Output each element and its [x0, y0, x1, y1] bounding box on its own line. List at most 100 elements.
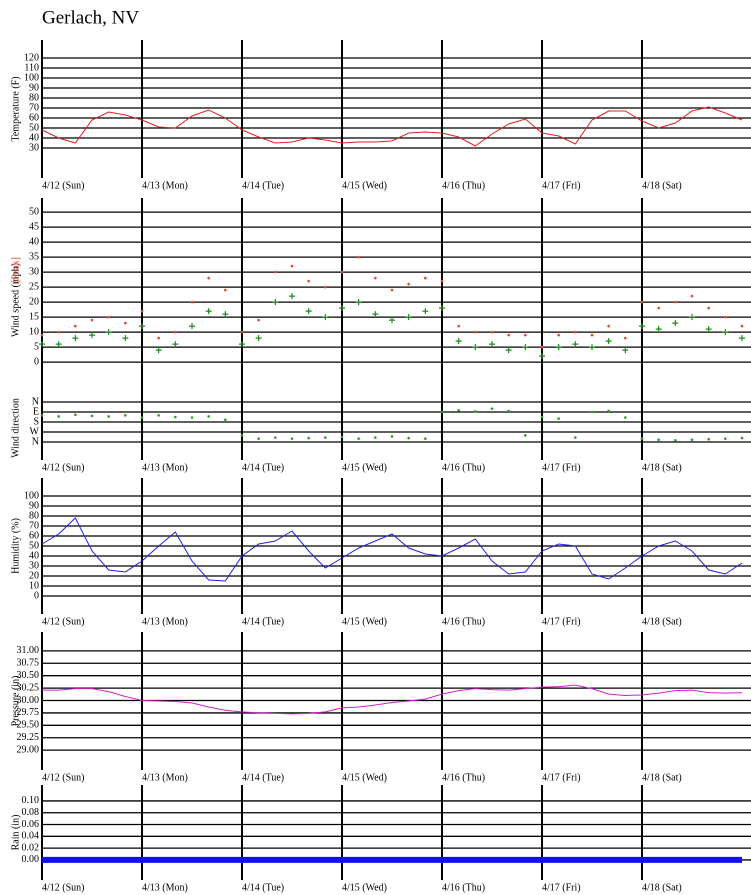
y-tick-label: 50	[29, 540, 39, 551]
point	[372, 311, 379, 318]
y-tick-label: N	[32, 396, 39, 407]
point	[590, 333, 594, 337]
point	[524, 333, 527, 337]
y-tick-label: 30.50	[17, 670, 40, 681]
point	[739, 335, 745, 342]
x-tick-label: 4/18 (Sat)	[642, 616, 682, 627]
y-axis-label: Temperature (F)	[10, 76, 21, 141]
y-tick-label: S	[33, 416, 39, 427]
point	[72, 335, 79, 342]
y-tick-label: 31.00	[17, 645, 40, 656]
point	[190, 416, 194, 419]
series-line	[42, 684, 743, 715]
y-tick-label: 70	[29, 102, 39, 113]
point	[240, 434, 244, 437]
point	[457, 409, 460, 412]
point	[640, 437, 644, 440]
point	[140, 416, 144, 419]
point	[555, 344, 562, 351]
x-tick-label: 4/18 (Sat)	[642, 462, 682, 473]
point	[290, 437, 294, 440]
x-tick-label: 4/13 (Mon)	[142, 772, 188, 783]
y-tick-label: 30.00	[17, 695, 40, 706]
x-tick-label: 4/14 (Tue)	[242, 772, 284, 783]
point	[474, 330, 477, 334]
point	[157, 414, 160, 417]
y-tick-label: 120	[24, 52, 39, 63]
point	[690, 294, 694, 298]
point	[207, 415, 210, 418]
point	[324, 436, 327, 439]
point	[255, 335, 262, 342]
point	[457, 324, 460, 328]
y-tick-label: 70	[29, 520, 39, 531]
x-tick-label: 4/12 (Sun)	[42, 616, 85, 627]
point	[474, 410, 477, 413]
point	[607, 324, 610, 328]
point	[407, 282, 410, 286]
x-tick-label: 4/12 (Sun)	[42, 180, 85, 191]
y-tick-label: 0.08	[22, 807, 40, 818]
point	[539, 353, 545, 360]
y-tick-label: 35	[29, 251, 39, 262]
point	[174, 330, 177, 334]
point	[672, 320, 679, 327]
x-tick-label: 4/12 (Sun)	[42, 462, 85, 473]
y-tick-label: 30	[29, 266, 39, 277]
y-tick-label: 30.25	[17, 682, 40, 693]
point	[574, 330, 577, 334]
point	[240, 330, 244, 334]
point	[390, 435, 394, 438]
point	[507, 409, 510, 413]
point	[622, 347, 629, 354]
point	[107, 315, 110, 319]
point	[40, 333, 44, 337]
legend-entry: [Peak]	[10, 257, 21, 283]
point	[122, 335, 129, 342]
y-axis-label: Wind direction	[10, 398, 21, 458]
point	[40, 414, 44, 417]
x-tick-label: 4/14 (Tue)	[242, 882, 284, 893]
x-tick-label: 4/16 (Thu)	[442, 882, 485, 893]
y-tick-label: 20	[29, 570, 39, 581]
y-tick-label: 50	[29, 206, 39, 217]
x-tick-label: 4/15 (Wed)	[342, 882, 387, 893]
point	[140, 309, 144, 313]
point	[124, 321, 127, 325]
point	[207, 276, 210, 280]
point	[257, 437, 260, 440]
point	[172, 341, 179, 348]
y-tick-label: 0.06	[22, 819, 40, 830]
point	[489, 341, 495, 348]
y-tick-label: 0.00	[22, 854, 40, 865]
y-tick-label: 10	[29, 580, 39, 591]
x-tick-label: 4/16 (Thu)	[442, 772, 485, 783]
y-tick-label: 25	[29, 281, 39, 292]
point	[707, 306, 710, 310]
x-tick-label: 4/15 (Wed)	[342, 462, 387, 473]
point	[657, 438, 660, 442]
series-line	[41, 106, 743, 147]
point	[689, 314, 695, 321]
point	[74, 413, 77, 417]
point	[657, 306, 660, 310]
point	[374, 436, 377, 439]
point	[57, 415, 60, 418]
y-tick-label: 20	[29, 296, 39, 307]
y-tick-label: 40	[29, 236, 39, 247]
point	[455, 338, 462, 345]
point	[289, 293, 295, 300]
point	[655, 326, 662, 333]
point	[674, 439, 677, 442]
point	[340, 270, 344, 274]
y-tick-label: 60	[29, 112, 39, 123]
x-tick-label: 4/14 (Tue)	[242, 180, 284, 191]
x-tick-label: 4/17 (Fri)	[542, 882, 581, 893]
point	[224, 288, 227, 292]
point	[424, 437, 427, 440]
point	[274, 270, 277, 274]
point	[605, 338, 612, 345]
point	[107, 415, 110, 418]
y-tick-label: 0	[34, 356, 39, 367]
